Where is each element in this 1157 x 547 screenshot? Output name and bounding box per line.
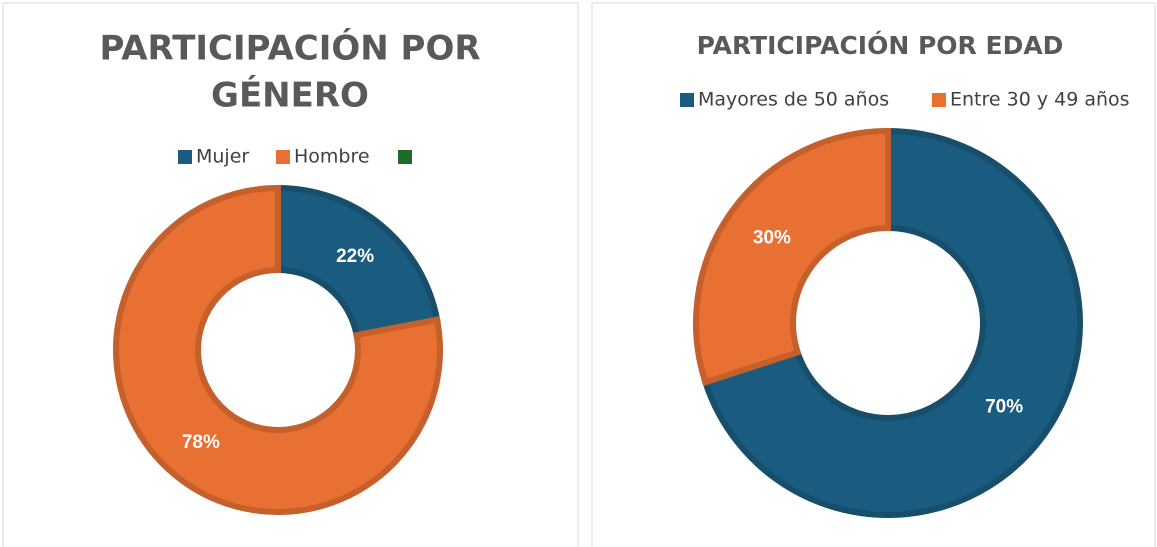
donut-slice: [113, 184, 443, 515]
panel: [591, 2, 1156, 547]
data-label: 22%: [336, 246, 374, 267]
donut-slice: [275, 184, 441, 339]
legend-swatch: [680, 93, 694, 107]
legend-swatch: [932, 93, 946, 107]
legend-swatch: [178, 150, 192, 164]
donut-slice: [693, 127, 891, 387]
donut-slice: [701, 127, 1083, 518]
legend-label: Hombre: [294, 146, 370, 168]
legend-swatch: [398, 150, 412, 164]
chart-title: GÉNERO: [211, 75, 369, 116]
legend-swatch: [276, 150, 290, 164]
data-label: 78%: [182, 432, 220, 453]
data-label: 30%: [753, 228, 791, 249]
legend-label: Mujer: [196, 146, 249, 168]
legend-label: Entre 30 y 49 años: [950, 89, 1130, 111]
chart-title: PARTICIPACIÓN POR EDAD: [697, 30, 1064, 60]
chart-title: PARTICIPACIÓN POR: [99, 28, 480, 69]
legend-label: Mayores de 50 años: [698, 89, 889, 111]
data-label: 70%: [985, 396, 1023, 417]
panel: [2, 2, 579, 547]
